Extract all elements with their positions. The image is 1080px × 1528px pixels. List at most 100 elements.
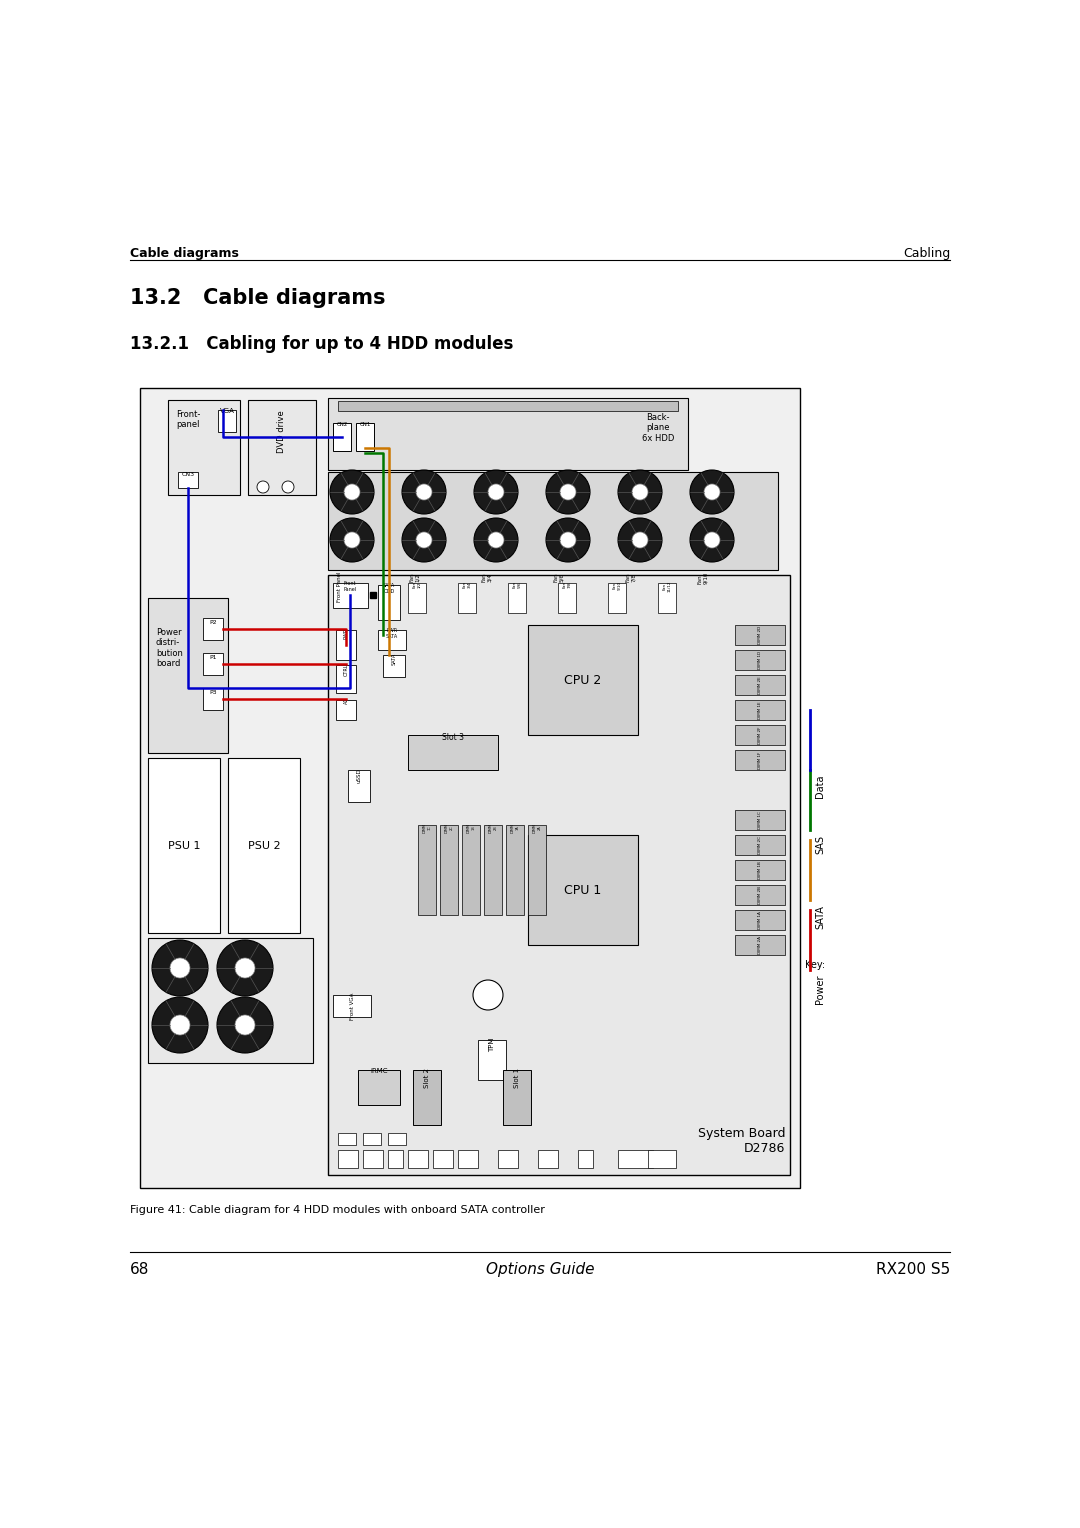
Text: Fan
5/6: Fan 5/6 <box>513 581 522 588</box>
Text: DIMM
1B: DIMM 1B <box>467 824 475 833</box>
Bar <box>336 700 356 720</box>
Bar <box>378 630 406 649</box>
Text: TPM: TPM <box>489 1038 495 1053</box>
Circle shape <box>561 484 576 500</box>
Circle shape <box>330 471 374 513</box>
Text: SATA
ODD: SATA ODD <box>383 584 395 594</box>
Text: CPU 2: CPU 2 <box>565 674 602 686</box>
Text: Fan
11/12: Fan 11/12 <box>663 581 672 593</box>
Circle shape <box>690 471 734 513</box>
Text: DIMM 1C: DIMM 1C <box>758 811 762 828</box>
Bar <box>408 735 498 770</box>
Circle shape <box>632 532 648 549</box>
Bar <box>383 656 405 677</box>
Bar <box>178 472 198 487</box>
Bar <box>408 1151 428 1167</box>
Bar <box>440 825 458 915</box>
Bar <box>333 995 372 1018</box>
Bar <box>363 1151 383 1167</box>
Bar <box>388 1151 403 1167</box>
Circle shape <box>235 1015 255 1034</box>
Bar <box>218 410 237 432</box>
Text: Fan
3/4: Fan 3/4 <box>462 581 471 588</box>
Bar <box>357 1070 400 1105</box>
Text: DVD drive: DVD drive <box>278 410 286 452</box>
Bar <box>338 1151 357 1167</box>
Circle shape <box>473 979 503 1010</box>
Bar <box>248 400 316 495</box>
Bar <box>433 1151 453 1167</box>
Circle shape <box>402 518 446 562</box>
Circle shape <box>488 484 504 500</box>
Text: DIMM
1C: DIMM 1C <box>422 824 431 833</box>
Text: DIMM 1A: DIMM 1A <box>758 911 762 929</box>
Bar <box>148 758 220 934</box>
Text: 13.2   Cable diagrams: 13.2 Cable diagrams <box>130 287 386 309</box>
Text: Power
distri-
bution
board: Power distri- bution board <box>156 628 183 668</box>
Bar <box>328 472 778 570</box>
Text: DIMM
2C: DIMM 2C <box>445 824 454 833</box>
Text: PSU 1: PSU 1 <box>167 840 200 851</box>
Bar <box>735 885 785 905</box>
Circle shape <box>618 471 662 513</box>
Text: DIMM
2A: DIMM 2A <box>532 824 541 833</box>
Bar <box>498 1151 518 1167</box>
Bar <box>333 423 351 451</box>
Bar <box>735 935 785 955</box>
Text: Front Panel: Front Panel <box>337 571 342 602</box>
Bar <box>735 750 785 770</box>
Circle shape <box>282 481 294 494</box>
Text: 13.2.1   Cabling for up to 4 HDD modules: 13.2.1 Cabling for up to 4 HDD modules <box>130 335 513 353</box>
Circle shape <box>345 532 360 549</box>
Text: Front-
panel: Front- panel <box>176 410 201 429</box>
Text: Fan
7/8: Fan 7/8 <box>625 571 636 582</box>
Bar <box>735 724 785 746</box>
Text: VGA: VGA <box>219 408 234 414</box>
Circle shape <box>618 518 662 562</box>
Text: SATA: SATA <box>391 652 396 665</box>
Circle shape <box>217 940 273 996</box>
Text: Options Guide: Options Guide <box>486 1262 594 1277</box>
Circle shape <box>345 484 360 500</box>
Circle shape <box>474 518 518 562</box>
Bar <box>618 1151 653 1167</box>
Text: P3: P3 <box>210 691 217 695</box>
Text: Fan
9/10: Fan 9/10 <box>697 571 707 584</box>
Bar <box>356 423 374 451</box>
Text: Slot 1: Slot 1 <box>514 1068 519 1088</box>
Text: Fan
3/4: Fan 3/4 <box>481 571 491 582</box>
Text: Front VGA: Front VGA <box>350 993 354 1021</box>
Text: Front
Panel: Front Panel <box>343 581 356 591</box>
Bar <box>418 825 436 915</box>
Text: 68: 68 <box>130 1262 149 1277</box>
Bar <box>333 584 368 608</box>
Text: Fan
5/6: Fan 5/6 <box>553 571 564 582</box>
Bar <box>528 825 546 915</box>
Bar <box>203 688 222 711</box>
Bar <box>363 1132 381 1144</box>
Bar <box>328 397 688 471</box>
Bar <box>408 584 426 613</box>
Bar <box>648 1151 676 1167</box>
Circle shape <box>488 532 504 549</box>
Text: DIMM 1D: DIMM 1D <box>758 651 762 669</box>
Circle shape <box>474 471 518 513</box>
Text: Back-
plane
6x HDD: Back- plane 6x HDD <box>642 413 674 443</box>
Text: DIMM 2C: DIMM 2C <box>758 836 762 854</box>
Circle shape <box>416 532 432 549</box>
Text: Slot 2: Slot 2 <box>424 1068 430 1088</box>
Bar <box>528 625 638 735</box>
Bar <box>735 675 785 695</box>
Bar <box>328 575 789 1175</box>
Text: DIMM 2E: DIMM 2E <box>758 675 762 694</box>
Circle shape <box>257 481 269 494</box>
Bar <box>735 810 785 830</box>
Bar <box>462 825 480 915</box>
Bar <box>735 911 785 931</box>
Text: DIMM
2B: DIMM 2B <box>488 824 497 833</box>
Bar <box>348 770 370 802</box>
Text: iRMC: iRMC <box>370 1068 388 1074</box>
Text: CPU 1: CPU 1 <box>565 883 602 897</box>
Text: Cabling: Cabling <box>903 248 950 260</box>
Text: PWR
SATA: PWR SATA <box>386 628 399 639</box>
